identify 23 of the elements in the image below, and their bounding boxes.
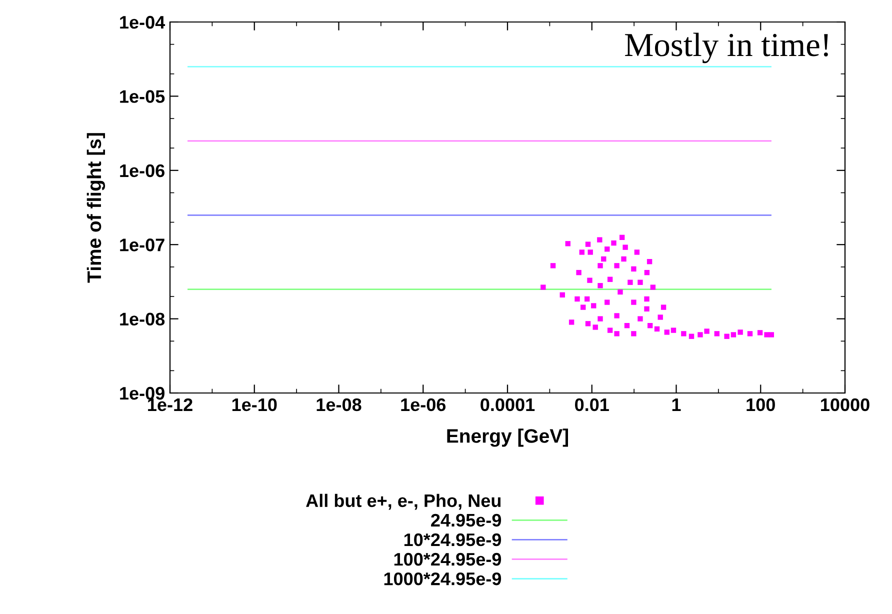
x-tick-label: 1: [672, 398, 681, 411]
y-axis-title: Time of flight [s]: [86, 133, 106, 283]
x-tick-label: 1e-06: [401, 398, 446, 412]
x-tick-label: 0.01: [575, 398, 609, 412]
y-tick-label: 1e-06: [120, 164, 164, 178]
legend-label: 100*24.95e-9: [394, 552, 502, 566]
legend-label: 24.95e-9: [431, 514, 502, 527]
x-tick-label: 100: [746, 398, 775, 412]
x-tick-label: 10000: [821, 398, 870, 412]
x-tick-label: 0.0001: [480, 398, 535, 412]
legend-label: 1000*24.95e-9: [384, 572, 502, 586]
legend-label: All but e+, e-, Pho, Neu: [306, 494, 501, 510]
x-tick-label: 1e-08: [316, 398, 362, 412]
y-tick-label: 1e-07: [120, 238, 164, 252]
y-tick-label: 1e-09: [120, 386, 164, 400]
y-tick-label: 1e-05: [120, 90, 165, 103]
x-tick-label: 1e-12: [148, 398, 192, 412]
x-tick-label: 1e-10: [232, 398, 277, 412]
legend-label: 10*24.95e-9: [404, 533, 502, 546]
x-axis-title: Energy [GeV]: [447, 428, 568, 447]
y-tick-label: 1e-08: [120, 312, 165, 326]
y-tick-label: 1e-04: [120, 16, 166, 29]
annotation: Mostly in time!: [625, 32, 828, 64]
